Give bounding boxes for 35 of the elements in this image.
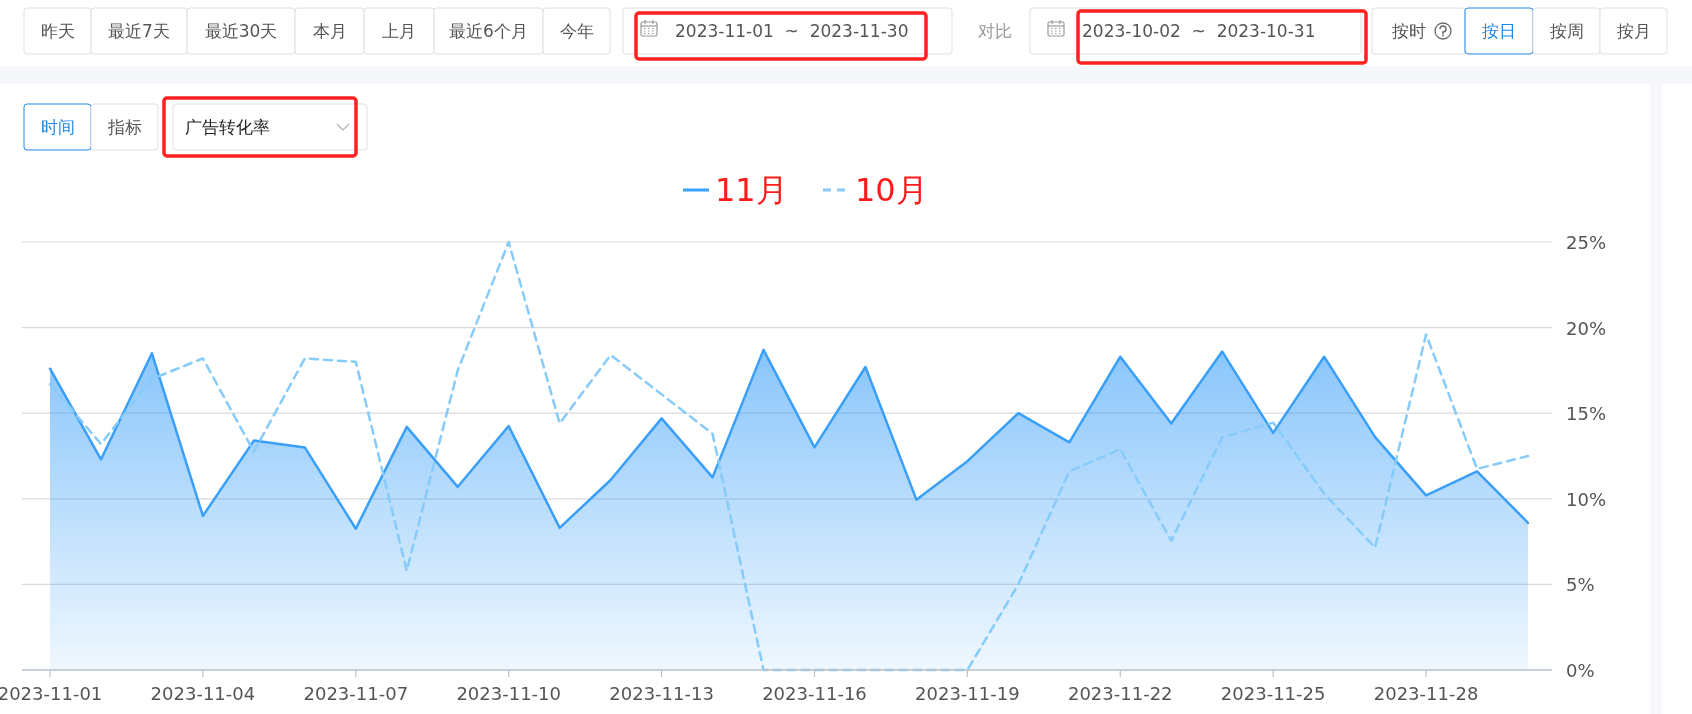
text: 指标 xyxy=(106,117,142,137)
text: 按周 xyxy=(1549,21,1584,41)
text: 广告转化率 xyxy=(185,117,270,137)
x-tick-label: 2023-11-13 xyxy=(609,683,714,704)
y-tick-label: 10% xyxy=(1566,488,1607,510)
text: 对比 xyxy=(978,21,1012,41)
text: 最近6个月 xyxy=(449,21,528,41)
text: 按日 xyxy=(1482,21,1516,41)
y-tick-label: 20% xyxy=(1566,317,1607,339)
text: 按时 xyxy=(1391,21,1426,41)
x-tick-label: 2023-11-10 xyxy=(456,683,561,704)
y-tick-label: 5% xyxy=(1566,574,1595,596)
x-tick-label: 2023-11-25 xyxy=(1220,683,1326,704)
text: 最近30天 xyxy=(204,21,278,41)
y-tick-label: 25% xyxy=(1566,232,1607,253)
text: 时间 xyxy=(40,117,75,137)
text: 2023-10-02 ~ 2023-10-31 xyxy=(1082,21,1316,41)
legend-label: 10月 xyxy=(855,171,928,209)
y-tick-label: 0% xyxy=(1566,660,1595,681)
x-tick-label: 2023-11-04 xyxy=(150,683,256,704)
text: 本月 xyxy=(312,21,347,41)
text: 上月 xyxy=(382,21,416,41)
y-tick-label: 15% xyxy=(1566,403,1607,425)
text: 昨天 xyxy=(40,21,75,41)
text: 按月 xyxy=(1616,21,1651,41)
line-series xyxy=(48,240,1530,672)
legend-label: 11月 xyxy=(715,171,788,209)
text: 最近7天 xyxy=(108,21,170,41)
text: 2023-11-01 ~ 2023-11-30 xyxy=(675,21,909,41)
x-tick-label: 2023-11-22 xyxy=(1067,683,1173,704)
x-tick-label: 2023-11-19 xyxy=(915,683,1020,704)
x-tick-label: 2023-11-28 xyxy=(1373,683,1479,704)
x-tick-label: 2023-11-16 xyxy=(762,683,867,704)
x-tick-label: 2023-11-07 xyxy=(303,683,409,704)
text: 今年 xyxy=(559,21,594,41)
